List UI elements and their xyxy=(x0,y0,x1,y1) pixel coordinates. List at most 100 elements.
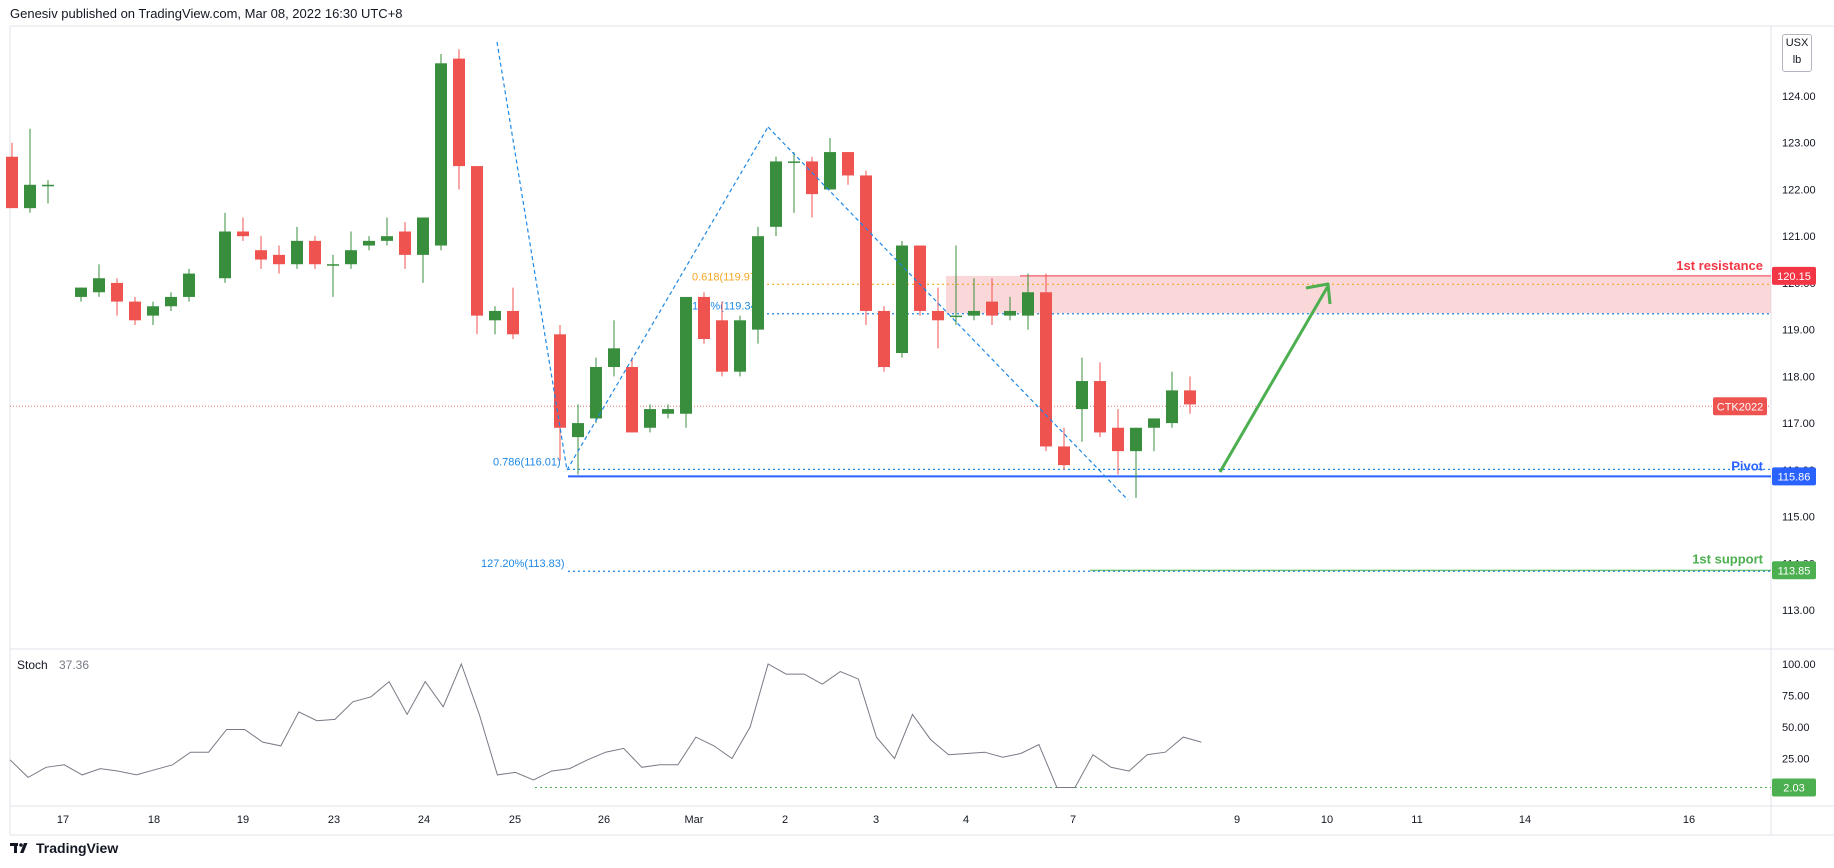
time-tick-label: 2 xyxy=(782,814,788,826)
candle xyxy=(507,287,519,339)
candle-body xyxy=(24,184,36,209)
publisher-caption: Genesiv published on TradingView.com, Ma… xyxy=(10,6,403,21)
fib-swing-line xyxy=(496,41,568,471)
time-tick-label: 11 xyxy=(1411,814,1422,826)
candle xyxy=(572,404,584,475)
price-axis[interactable]: 124.00123.00122.00121.00120.00119.00118.… xyxy=(1782,91,1816,617)
candle-body xyxy=(662,409,674,414)
resistance-price-tag xyxy=(1772,266,1816,285)
time-tick-label: 24 xyxy=(418,814,430,826)
candle-body xyxy=(1130,427,1142,452)
candle-body xyxy=(1112,427,1124,452)
candle-body xyxy=(914,245,926,311)
candle-body xyxy=(932,310,944,321)
candle-body xyxy=(165,296,177,307)
candle-body xyxy=(968,310,980,316)
price-tick-label: 121.00 xyxy=(1782,231,1816,243)
candle-body xyxy=(1094,381,1106,433)
unit-toggle[interactable]: USX lb xyxy=(1782,34,1812,72)
candle xyxy=(950,245,962,325)
candle-body xyxy=(147,306,159,316)
candle xyxy=(1040,273,1052,452)
candle xyxy=(914,245,926,316)
time-tick-label: 10 xyxy=(1321,814,1333,826)
candle xyxy=(1058,427,1070,470)
candle-body xyxy=(950,315,962,318)
price-tick-label: 119.00 xyxy=(1782,325,1815,337)
pivot-label: Pivot xyxy=(1731,458,1763,473)
candle xyxy=(788,152,800,213)
time-tick-label: 14 xyxy=(1519,814,1531,826)
candle-body xyxy=(626,367,638,433)
candle xyxy=(590,357,602,424)
candle xyxy=(986,278,998,325)
resistance-price-tag-text: 120.15 xyxy=(1777,271,1811,283)
stoch-level-tag-text: 2.03 xyxy=(1783,782,1804,794)
candle-body xyxy=(93,278,105,293)
candle xyxy=(680,296,692,428)
candle xyxy=(6,142,18,209)
candle xyxy=(1022,273,1034,330)
price-tick-label: 113.00 xyxy=(1782,605,1815,617)
candle xyxy=(644,404,656,433)
candle xyxy=(770,156,782,237)
stoch-tick-label: 25.00 xyxy=(1782,754,1810,766)
price-tick-label: 124.00 xyxy=(1782,91,1816,103)
stoch-line xyxy=(9,662,1202,788)
candle-body xyxy=(698,296,710,339)
candle xyxy=(806,156,818,218)
candle xyxy=(662,404,674,419)
candle-body xyxy=(1022,292,1034,316)
candle xyxy=(626,357,638,433)
candle xyxy=(1076,357,1088,442)
price-tick-label: 117.00 xyxy=(1782,418,1815,430)
time-axis[interactable]: 17 18 19 23 24 25 26 Mar 2 3 4 7 9 10 11 14 16 xyxy=(57,814,1695,826)
candle-body xyxy=(309,240,321,265)
candle xyxy=(896,240,908,358)
projection-arrow-shaft xyxy=(1218,285,1330,473)
candle-body xyxy=(608,348,620,368)
candle-body xyxy=(6,156,18,209)
time-tick-label: Mar xyxy=(685,814,704,826)
candle xyxy=(554,324,566,461)
candle-body xyxy=(327,264,339,266)
candle xyxy=(860,170,872,325)
candle xyxy=(327,254,339,297)
candle xyxy=(968,278,980,321)
resistance-zone xyxy=(946,275,1771,314)
candle-body xyxy=(291,240,303,265)
stoch-tick-label: 75.00 xyxy=(1782,691,1810,703)
candle xyxy=(147,301,159,325)
candle-body xyxy=(896,245,908,353)
candle-body xyxy=(435,63,447,246)
candle xyxy=(165,292,177,311)
time-tick-label: 26 xyxy=(598,814,610,826)
fib-level-label: 127.20%(113.83) xyxy=(481,558,565,570)
candle xyxy=(932,287,944,349)
support-price-tag-text: 113.85 xyxy=(1778,565,1811,577)
candle xyxy=(435,53,447,251)
candle xyxy=(273,245,285,274)
time-tick-label: 19 xyxy=(237,814,249,826)
stoch-tick-label: 100.00 xyxy=(1782,659,1816,671)
time-tick-label: 16 xyxy=(1683,814,1695,826)
instrument-tag xyxy=(1713,397,1767,416)
support-label: 1st support xyxy=(1692,551,1763,566)
candle-body xyxy=(219,231,231,279)
time-tick-label: 3 xyxy=(873,814,879,826)
candle xyxy=(93,264,105,297)
candle xyxy=(878,306,890,372)
fib-swing-line xyxy=(566,126,769,471)
candle-body xyxy=(381,236,393,241)
time-tick-label: 18 xyxy=(148,814,160,826)
candle-body xyxy=(770,161,782,227)
resistance-label: 1st resistance xyxy=(1676,258,1763,273)
time-tick-label: 7 xyxy=(1070,814,1076,826)
candle xyxy=(1148,418,1160,452)
tradingview-footer[interactable]: TradingView xyxy=(10,840,118,856)
candle-body xyxy=(734,320,746,372)
candle-body xyxy=(860,175,872,311)
projection-arrow-head-icon xyxy=(1305,282,1332,305)
tradingview-brand: TradingView xyxy=(36,840,119,856)
